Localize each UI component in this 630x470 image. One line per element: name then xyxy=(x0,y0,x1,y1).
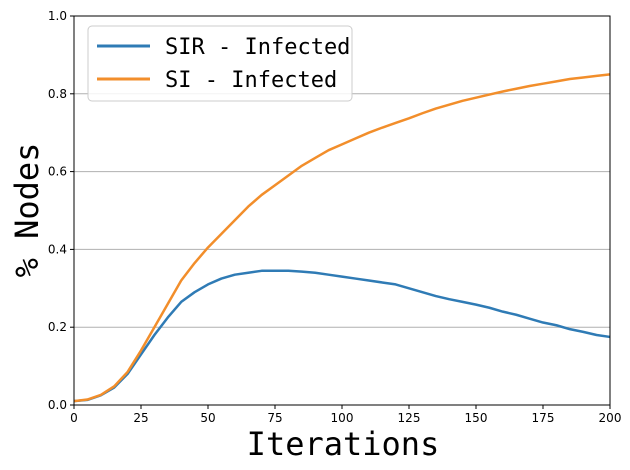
x-tick-label-7: 175 xyxy=(532,411,555,425)
y-tick-label-2: 0.4 xyxy=(48,242,67,256)
y-tick-label-1: 0.2 xyxy=(48,320,67,334)
x-tick-label-1: 25 xyxy=(133,411,148,425)
y-tick-label-5: 1.0 xyxy=(48,9,67,23)
series-line-sir-infected xyxy=(73,269,611,403)
x-tick-label-8: 200 xyxy=(599,411,622,425)
y-tick-label-3: 0.6 xyxy=(48,165,67,179)
x-tick-label-6: 150 xyxy=(465,411,488,425)
legend-label-si: SI - Infected xyxy=(165,68,337,93)
x-axis-label: Iterations xyxy=(247,425,440,463)
legend: SIR - Infected SI - Infected xyxy=(87,25,353,102)
x-tick-label-2: 50 xyxy=(200,411,215,425)
series-line-si-infected xyxy=(73,73,611,403)
y-axis-ticks: 0.0 0.2 0.4 0.6 0.8 1.0 xyxy=(48,9,74,412)
series-layer xyxy=(73,73,611,403)
y-tick-label-4: 0.8 xyxy=(48,87,67,101)
y-tick-label-0: 0.0 xyxy=(48,398,67,412)
x-tick-label-0: 0 xyxy=(70,411,78,425)
y-axis-label: % Nodes xyxy=(8,143,46,278)
x-tick-label-5: 125 xyxy=(398,411,421,425)
grid-lines xyxy=(74,93,610,328)
x-tick-label-4: 100 xyxy=(331,411,354,425)
x-axis-ticks: 0 25 50 75 100 125 150 175 200 xyxy=(70,405,621,425)
legend-box xyxy=(87,25,353,102)
legend-label-sir: SIR - Infected xyxy=(165,35,350,60)
x-tick-label-3: 75 xyxy=(267,411,282,425)
